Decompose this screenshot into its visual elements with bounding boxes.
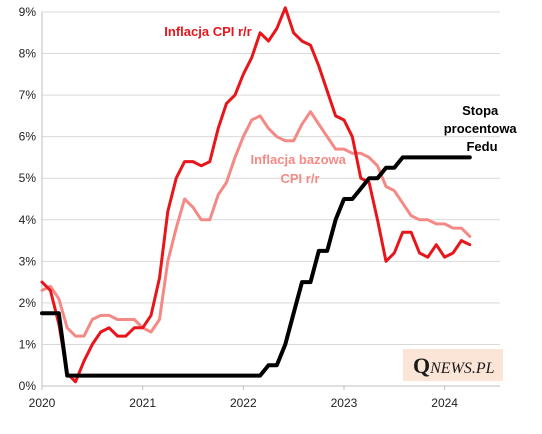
- series-label-core-line2: CPI r/r: [280, 171, 319, 186]
- y-tick-label: 1%: [19, 337, 37, 351]
- x-tick-label: 2022: [230, 396, 257, 410]
- series-label-cpi-line1: Inflacja CPI r/r: [164, 24, 251, 39]
- x-tick-label: 2021: [129, 396, 156, 410]
- series-label-fed-line3: Fedu: [466, 139, 497, 154]
- series-line-fed-rate: [40, 155, 472, 378]
- series-line-core-cpi: [40, 110, 472, 338]
- y-tick-label: 7%: [19, 88, 37, 102]
- axes: [41, 12, 500, 387]
- series-lines: [40, 6, 472, 384]
- gridlines: [42, 11, 500, 345]
- series-label-core: Inflacja bazowa CPI r/r: [251, 152, 350, 186]
- series-label-fed: Stopa procentowa Fedu: [444, 103, 521, 154]
- y-tick-label: 9%: [19, 5, 37, 19]
- y-tick-label: 3%: [19, 254, 37, 268]
- qnews-logo: QNEWS.PL: [403, 349, 503, 381]
- y-tick-label: 4%: [19, 213, 37, 227]
- series-label-fed-line2: procentowa: [444, 121, 518, 136]
- y-tick-label: 5%: [19, 171, 37, 185]
- y-tick-labels: 0% 1% 2% 3% 4% 5% 6% 7% 8% 9%: [19, 5, 37, 393]
- y-tick-label: 8%: [19, 47, 37, 61]
- y-tick-label: 2%: [19, 296, 37, 310]
- series-label-fed-line1: Stopa: [462, 103, 499, 118]
- y-tick-label: 0%: [19, 379, 37, 393]
- logo-text: QNEWS.PL: [413, 353, 495, 378]
- x-tick-label: 2020: [29, 396, 56, 410]
- logo-initial: Q: [413, 353, 430, 378]
- logo-rest: NEWS.PL: [429, 360, 495, 377]
- x-tick-label: 2024: [431, 396, 458, 410]
- series-line-cpi: [40, 6, 472, 384]
- logo-background: [403, 349, 503, 381]
- series-label-cpi: Inflacja CPI r/r: [164, 24, 251, 39]
- y-tick-label: 6%: [19, 130, 37, 144]
- x-tick-label: 2023: [331, 396, 358, 410]
- x-tick-labels: 2020 2021 2022 2023 2024: [29, 386, 458, 410]
- series-label-core-line1: Inflacja bazowa: [251, 152, 347, 167]
